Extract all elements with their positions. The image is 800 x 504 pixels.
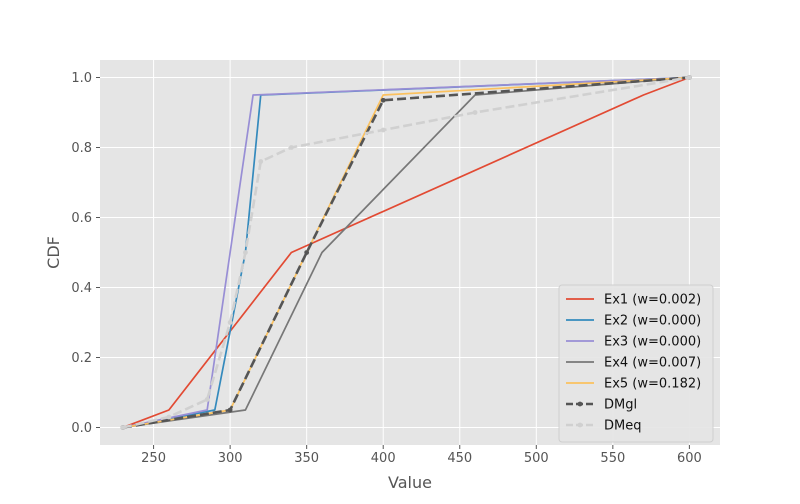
x-tick-label: 600 (677, 451, 702, 466)
x-tick-label: 450 (447, 451, 472, 466)
series-point-7 (243, 250, 248, 255)
legend-label: DMeq (604, 419, 641, 434)
legend-box (558, 284, 714, 443)
y-tick-label: 0.8 (71, 141, 92, 156)
y-tick-label: 0.0 (71, 421, 92, 436)
legend-label: Ex3 (w=0.000) (604, 335, 701, 350)
y-tick-label: 1.0 (71, 71, 92, 86)
series-line-1 (122, 76, 690, 429)
series-line-7 (122, 76, 690, 429)
x-axis-label: Value (388, 473, 432, 492)
x-tick-label: 400 (371, 451, 396, 466)
legend: Ex1 (w=0.002) Ex2 (w=0.000) Ex3 (w=0.000) E… (558, 284, 714, 443)
series-point-6 (227, 407, 233, 413)
x-tick-label: 550 (600, 451, 625, 466)
series-point-7 (472, 110, 478, 115)
series-point-7 (227, 320, 233, 325)
legend-label: Ex2 (w=0.000) (604, 314, 701, 329)
x-tick-label: 250 (141, 451, 166, 466)
legend-label: Ex1 (w=0.002) (604, 293, 701, 308)
legend-marker (577, 401, 583, 407)
series-point-6 (380, 97, 386, 103)
series-line-6 (122, 76, 690, 429)
series-line-3 (122, 76, 690, 429)
series-point-6 (304, 250, 310, 255)
y-tick-label: 0.6 (71, 211, 92, 226)
series-point-7 (204, 397, 210, 402)
legend-marker (577, 422, 583, 428)
legend-label: Ex5 (w=0.182) (604, 377, 701, 392)
axis-ticks: 250 300 350 400 450 500 550 600 0.0 0.2 0.4 0.6 0.8 1… (71, 71, 701, 466)
series-point-7 (166, 414, 172, 420)
series-point-7 (258, 159, 264, 164)
series-point-7 (686, 75, 692, 80)
legend-label: DMgl (604, 398, 637, 413)
series-point-7 (380, 127, 386, 133)
x-tick-label: 300 (218, 451, 243, 466)
series-point-7 (120, 425, 126, 430)
x-tick-label: 500 (524, 451, 549, 466)
y-tick-label: 0.4 (71, 281, 92, 296)
series-point-7 (288, 145, 294, 150)
y-tick-label: 0.2 (71, 351, 92, 366)
x-tick-label: 350 (294, 451, 319, 466)
y-axis-label: CDF (44, 236, 63, 269)
legend-label: Ex4 (w=0.007) (604, 356, 701, 371)
series-lines (120, 75, 692, 430)
